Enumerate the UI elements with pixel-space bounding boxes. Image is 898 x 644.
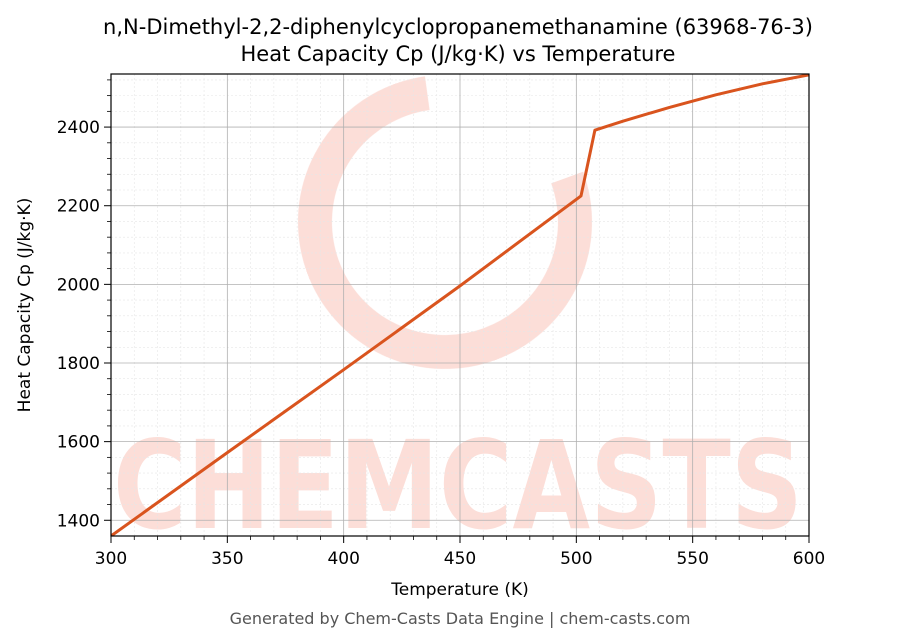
chemcasts-watermark: CHEMCASTS — [113, 75, 803, 557]
chart-subtitle: Heat Capacity Cp (J/kg·K) vs Temperature — [241, 42, 676, 66]
x-tick-label: 600 — [793, 549, 825, 569]
y-tick-label: 2000 — [57, 275, 100, 295]
y-tick-label: 2200 — [57, 197, 100, 217]
x-tick-label: 500 — [560, 549, 592, 569]
chart-title: n,N-Dimethyl-2,2-diphenylcyclopropanemet… — [103, 15, 813, 39]
x-tick-label: 400 — [327, 549, 359, 569]
watermark-swirl — [298, 75, 592, 369]
y-tick-label: 1600 — [57, 433, 100, 453]
cp-series-line — [111, 74, 809, 536]
x-tick-label: 300 — [95, 549, 127, 569]
major-grid — [110, 74, 810, 536]
y-axis-ticks: 1400 1600 1800 2000 2200 2400 — [57, 79, 111, 531]
y-tick-label: 2400 — [57, 118, 100, 138]
watermark-text: CHEMCASTS — [113, 415, 803, 557]
y-axis-label: Heat Capacity Cp (J/kg·K) — [15, 198, 35, 413]
y-tick-label: 1400 — [57, 511, 100, 531]
x-axis-label: Temperature (K) — [390, 580, 529, 600]
series-layer — [111, 74, 809, 536]
x-tick-label: 450 — [444, 549, 476, 569]
y-tick-label: 1800 — [57, 354, 100, 374]
footer-credit: Generated by Chem-Casts Data Engine | ch… — [230, 609, 691, 628]
x-tick-label: 550 — [676, 549, 708, 569]
x-tick-label: 350 — [211, 549, 243, 569]
x-axis-ticks: 300 350 400 450 500 550 600 — [95, 536, 825, 569]
